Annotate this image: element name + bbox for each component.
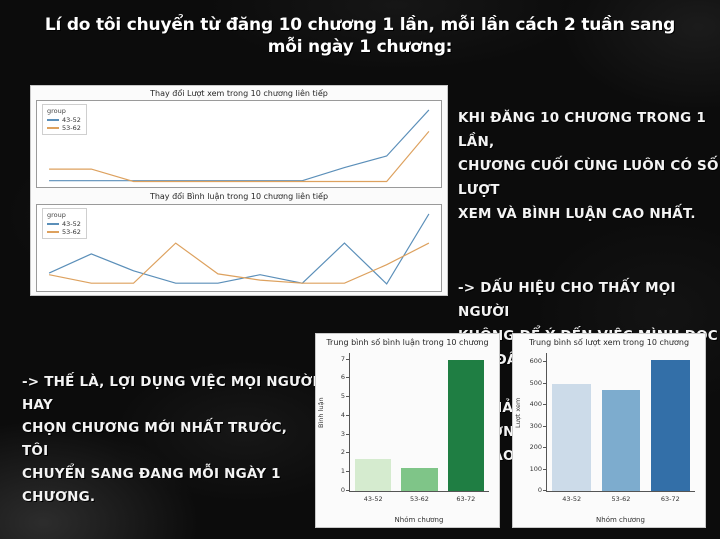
- bar-43-52: [552, 384, 591, 491]
- legend-label: 53-62: [62, 124, 81, 132]
- x-tick-label: 53-62: [611, 495, 631, 503]
- legend-entry-43-52: 43-52: [47, 116, 81, 124]
- legend-line-swatch: [47, 231, 59, 233]
- x-tick-label: 43-52: [562, 495, 582, 503]
- line-series-43-52: [48, 213, 430, 285]
- y-tick-label: 200: [529, 443, 542, 452]
- annotation-bottom-left: -> THẾ LÀ, LỢI DỤNG VIỆC MỌI NGƯỜI HAY C…: [22, 348, 318, 539]
- y-tick-label: 300: [529, 421, 542, 430]
- bar-63-72: [651, 359, 690, 491]
- comments-line-chart-plot: [48, 213, 430, 285]
- views-bar-chart-title: Trung bình số lượt xem trong 10 chương: [528, 338, 690, 347]
- comments-bar-chart-plot: 0 1 2 3 4 5 6 7 43-52 53-62 63-72: [341, 353, 489, 503]
- y-tick-mark: [543, 361, 547, 363]
- page-title: Lí do tôi chuyển từ đăng 10 chương 1 lần…: [44, 15, 676, 57]
- y-tick-label: 1: [340, 467, 345, 476]
- y-tick-label: 500: [529, 378, 542, 387]
- comments-line-chart: group 43-52 53-62: [36, 204, 442, 292]
- bar-43-52: [355, 459, 392, 491]
- y-tick-label: 600: [529, 357, 542, 366]
- comments-chart-legend: group 43-52 53-62: [42, 208, 87, 239]
- comments-line-chart-title: Thay đổi Bình luận trong 10 chương liên …: [149, 192, 329, 201]
- y-tick-mark: [543, 425, 547, 427]
- comments-bar-chart-panel: Trung bình số bình luận trong 10 chương …: [315, 333, 500, 528]
- line-series-53-62: [48, 242, 430, 284]
- views-bar-chart-panel: Trung bình số lượt xem trong 10 chương L…: [512, 333, 706, 528]
- y-tick-mark: [543, 490, 547, 491]
- y-tick-mark: [346, 433, 350, 435]
- legend-line-swatch: [47, 127, 59, 129]
- y-tick-mark: [543, 468, 547, 470]
- legend-label: 43-52: [62, 116, 81, 124]
- legend-entry-53-62: 53-62: [47, 124, 81, 132]
- legend-title: group: [47, 107, 66, 115]
- line-series-43-52: [49, 109, 430, 182]
- views-line-chart: group 43-52 53-62: [36, 100, 442, 188]
- y-tick-label: 7: [340, 354, 345, 363]
- bar-53-62: [401, 468, 438, 491]
- annotation-right-para-1: KHI ĐĂNG 10 CHƯƠNG TRONG 1 LẦN, CHƯƠNG C…: [458, 110, 719, 222]
- comments-bar-chart-title: Trung bình số bình luận trong 10 chương: [326, 338, 489, 347]
- y-tick-label: 3: [340, 429, 345, 438]
- line-series-53-62: [49, 131, 430, 183]
- x-tick-label: 63-72: [660, 495, 680, 503]
- y-tick-mark: [346, 452, 350, 454]
- views-bar-chart-plot: 0 100 200 300 400 500 600 43-52 53-62 63-72: [530, 353, 695, 503]
- y-tick-mark: [543, 447, 547, 449]
- legend-label: 53-62: [62, 228, 81, 236]
- views-line-chart-title: Thay đổi Lượt xem trong 10 chương liên t…: [150, 89, 328, 98]
- y-tick-mark: [346, 396, 350, 398]
- x-tick-label: 43-52: [363, 495, 383, 503]
- y-tick-label: 4: [340, 410, 345, 419]
- y-tick-mark: [543, 404, 547, 406]
- views-chart-legend: group 43-52 53-62: [42, 104, 87, 135]
- legend-entry-53-62: 53-62: [47, 228, 81, 236]
- bar-53-62: [601, 390, 641, 491]
- y-tick-label: 5: [340, 392, 345, 401]
- legend-label: 43-52: [62, 220, 81, 228]
- bar-63-72: [447, 359, 484, 491]
- y-tick-mark: [346, 490, 350, 491]
- y-tick-mark: [346, 358, 350, 360]
- views-x-axis-label: Nhóm chương: [596, 516, 645, 524]
- y-tick-mark: [346, 377, 350, 379]
- y-tick-mark: [346, 471, 350, 473]
- legend-line-swatch: [47, 223, 59, 225]
- line-charts-panel: Thay đổi Lượt xem trong 10 chương liên t…: [30, 85, 448, 296]
- comments-x-axis-label: Nhóm chương: [394, 516, 444, 524]
- x-tick-label: 63-72: [456, 495, 476, 503]
- legend-title: group: [47, 211, 66, 219]
- y-tick-label: 400: [529, 400, 542, 409]
- legend-line-swatch: [47, 119, 59, 121]
- x-tick-label: 53-62: [410, 495, 429, 503]
- y-tick-mark: [346, 414, 350, 416]
- y-tick-label: 0: [340, 486, 345, 494]
- y-tick-label: 100: [529, 464, 542, 473]
- y-tick-label: 0: [537, 486, 542, 494]
- legend-entry-43-52: 43-52: [47, 220, 81, 228]
- views-line-chart-plot: [49, 109, 430, 183]
- y-tick-mark: [543, 382, 547, 384]
- y-tick-label: 2: [340, 448, 345, 457]
- y-tick-label: 6: [340, 373, 345, 382]
- annotation-bl-para-1: -> THẾ LÀ, LỢI DỤNG VIỆC MỌI NGƯỜI HAY C…: [22, 374, 318, 505]
